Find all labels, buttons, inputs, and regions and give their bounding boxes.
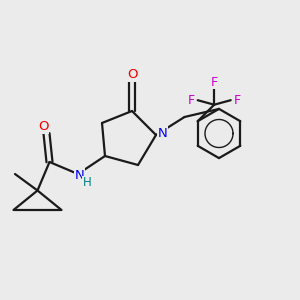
Text: H: H xyxy=(82,176,91,190)
Text: F: F xyxy=(234,94,241,107)
Text: O: O xyxy=(38,120,49,134)
Text: F: F xyxy=(188,94,195,107)
Text: F: F xyxy=(211,76,218,89)
Text: O: O xyxy=(127,68,137,82)
Text: N: N xyxy=(75,169,84,182)
Text: N: N xyxy=(158,127,167,140)
